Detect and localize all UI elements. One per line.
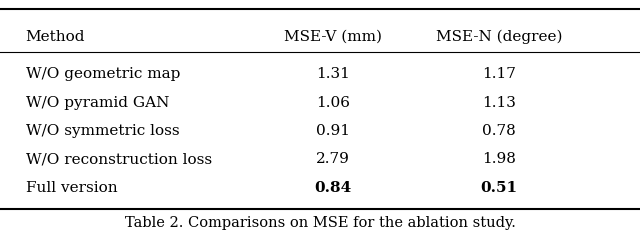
Text: 1.98: 1.98 [483, 152, 516, 166]
Text: Table 2. Comparisons on MSE for the ablation study.: Table 2. Comparisons on MSE for the abla… [125, 216, 515, 230]
Text: 1.17: 1.17 [483, 67, 516, 81]
Text: 2.79: 2.79 [316, 152, 349, 166]
Text: W/O geometric map: W/O geometric map [26, 67, 180, 81]
Text: W/O symmetric loss: W/O symmetric loss [26, 124, 179, 138]
Text: 1.31: 1.31 [316, 67, 349, 81]
Text: MSE-V (mm): MSE-V (mm) [284, 30, 382, 44]
Text: 0.91: 0.91 [316, 124, 350, 138]
Text: 1.13: 1.13 [483, 96, 516, 110]
Text: 0.51: 0.51 [481, 181, 518, 195]
Text: 0.84: 0.84 [314, 181, 351, 195]
Text: MSE-N (degree): MSE-N (degree) [436, 30, 563, 44]
Text: Method: Method [26, 30, 85, 44]
Text: W/O pyramid GAN: W/O pyramid GAN [26, 96, 169, 110]
Text: 1.06: 1.06 [316, 96, 350, 110]
Text: 0.78: 0.78 [483, 124, 516, 138]
Text: W/O reconstruction loss: W/O reconstruction loss [26, 152, 212, 166]
Text: Full version: Full version [26, 181, 117, 195]
